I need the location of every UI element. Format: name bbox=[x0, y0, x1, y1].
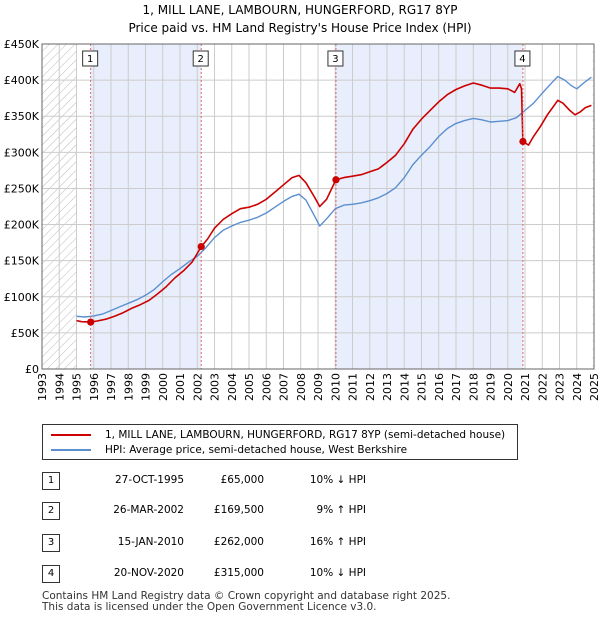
x-tick-label: 2015 bbox=[416, 373, 429, 401]
sale-row: 3 15-JAN-2010 £262,000 16% ↑ HPI bbox=[42, 534, 562, 554]
x-tick-label: 2019 bbox=[485, 373, 498, 401]
x-tick-label: 1995 bbox=[71, 373, 84, 401]
y-tick-label: £200K bbox=[4, 219, 40, 232]
series-line-hpi bbox=[76, 75, 592, 318]
x-tick-label: 2013 bbox=[381, 373, 394, 401]
x-tick-label: 2001 bbox=[174, 373, 187, 401]
legend-swatch-price bbox=[51, 434, 91, 436]
x-tick-label: 1993 bbox=[36, 373, 49, 401]
x-tick-label: 1994 bbox=[53, 373, 66, 401]
x-tick-label: 1999 bbox=[140, 373, 153, 401]
y-tick-label: £150K bbox=[4, 255, 40, 268]
sale-point-4 bbox=[519, 137, 527, 146]
sale-number: 3 bbox=[42, 534, 60, 552]
x-tick-label: 2022 bbox=[536, 373, 549, 401]
sale-row: 4 20-NOV-2020 £315,000 10% ↓ HPI bbox=[42, 565, 562, 585]
x-tick-label: 2020 bbox=[502, 373, 515, 401]
x-tick-label: 2003 bbox=[209, 373, 222, 401]
sale-date: 15-JAN-2010 bbox=[117, 536, 184, 548]
sale-number: 4 bbox=[42, 565, 60, 583]
x-tick-label: 2011 bbox=[347, 373, 360, 401]
sale-price: £169,500 bbox=[213, 504, 264, 516]
ownership-period bbox=[335, 44, 523, 369]
x-tick-label: 2021 bbox=[519, 373, 532, 401]
sale-date: 26-MAR-2002 bbox=[113, 504, 184, 516]
x-tick-label: 2012 bbox=[364, 373, 377, 401]
legend-item-hpi: HPI: Average price, semi-detached house,… bbox=[51, 443, 407, 457]
price-chart: 1, MILL LANE, LAMBOURN, HUNGERFORD, RG17… bbox=[4, 3, 600, 401]
sale-hpi-diff: 10% ↓ HPI bbox=[309, 567, 366, 579]
sale-point-1 bbox=[87, 318, 95, 326]
sale-hpi-diff: 10% ↓ HPI bbox=[309, 474, 366, 486]
x-tick-label: 2004 bbox=[226, 373, 239, 401]
x-tick-label: 2017 bbox=[450, 373, 463, 401]
plot-border bbox=[41, 43, 595, 370]
y-tick-label: £350K bbox=[4, 110, 40, 123]
x-tick-label: 2008 bbox=[295, 373, 308, 401]
no-data-region bbox=[592, 44, 594, 369]
y-tick-label: £400K bbox=[4, 74, 40, 87]
legend-swatch-hpi bbox=[51, 449, 91, 451]
chart-title: 1, MILL LANE, LAMBOURN, HUNGERFORD, RG17… bbox=[143, 3, 458, 17]
legend-label-hpi: HPI: Average price, semi-detached house,… bbox=[105, 444, 408, 456]
y-tick-label: £300K bbox=[4, 146, 40, 159]
x-tick-label: 2016 bbox=[433, 373, 446, 401]
sale-marker-label-1: 1 bbox=[87, 54, 93, 65]
footer-licence: This data is licensed under the Open Gov… bbox=[42, 601, 377, 613]
sale-hpi-diff: 16% ↑ HPI bbox=[309, 536, 366, 548]
sale-price: £65,000 bbox=[220, 474, 264, 486]
x-tick-label: 1998 bbox=[122, 373, 135, 401]
sale-marker-box-2 bbox=[192, 50, 209, 67]
x-tick-label: 2025 bbox=[588, 373, 600, 401]
chart-subtitle: Price paid vs. HM Land Registry's House … bbox=[128, 21, 471, 35]
sale-marker-label-2: 2 bbox=[198, 54, 204, 65]
x-tick-label: 2024 bbox=[571, 373, 584, 401]
sale-number: 1 bbox=[42, 472, 60, 490]
y-tick-label: £50K bbox=[11, 327, 40, 340]
sale-point-2 bbox=[197, 242, 205, 251]
sale-price: £262,000 bbox=[213, 536, 264, 548]
x-tick-label: 2010 bbox=[329, 373, 342, 401]
sale-marker-box-1 bbox=[82, 50, 99, 67]
legend: 1, MILL LANE, LAMBOURN, HUNGERFORD, RG17… bbox=[42, 424, 518, 460]
x-tick-label: 2014 bbox=[398, 373, 411, 401]
sale-marker-label-3: 3 bbox=[332, 54, 338, 65]
sale-number: 2 bbox=[42, 502, 60, 520]
sale-hpi-diff: 9% ↑ HPI bbox=[316, 504, 366, 516]
y-tick-label: £450K bbox=[4, 38, 40, 51]
x-tick-label: 2018 bbox=[467, 373, 480, 401]
y-tick-label: £250K bbox=[4, 182, 40, 195]
sale-marker-box-3 bbox=[327, 50, 344, 67]
x-tick-label: 2005 bbox=[243, 373, 256, 401]
footer-copyright: Contains HM Land Registry data © Crown c… bbox=[42, 590, 451, 602]
y-tick-label: £0 bbox=[25, 363, 39, 376]
sale-marker-label-4: 4 bbox=[519, 54, 525, 65]
sale-price: £315,000 bbox=[213, 567, 264, 579]
sale-marker-box-4 bbox=[514, 50, 531, 67]
x-tick-label: 2006 bbox=[260, 373, 273, 401]
x-tick-label: 1997 bbox=[105, 373, 118, 401]
x-tick-label: 2000 bbox=[157, 373, 170, 401]
sale-date: 20-NOV-2020 bbox=[113, 567, 184, 579]
legend-item-price: 1, MILL LANE, LAMBOURN, HUNGERFORD, RG17… bbox=[51, 428, 505, 442]
x-tick-label: 2009 bbox=[312, 373, 325, 401]
x-tick-label: 1996 bbox=[88, 373, 101, 401]
sale-date: 27-OCT-1995 bbox=[115, 474, 184, 486]
y-tick-label: £100K bbox=[4, 291, 40, 304]
x-tick-label: 2002 bbox=[191, 373, 204, 401]
x-tick-label: 2023 bbox=[554, 373, 567, 401]
sale-row: 2 26-MAR-2002 £169,500 9% ↑ HPI bbox=[42, 502, 562, 522]
sale-row: 1 27-OCT-1995 £65,000 10% ↓ HPI bbox=[42, 472, 562, 492]
x-tick-label: 2007 bbox=[278, 373, 291, 401]
legend-label-price: 1, MILL LANE, LAMBOURN, HUNGERFORD, RG17… bbox=[105, 429, 506, 441]
footer: Contains HM Land Registry data © Crown c… bbox=[42, 591, 450, 613]
sale-point-3 bbox=[332, 176, 340, 184]
